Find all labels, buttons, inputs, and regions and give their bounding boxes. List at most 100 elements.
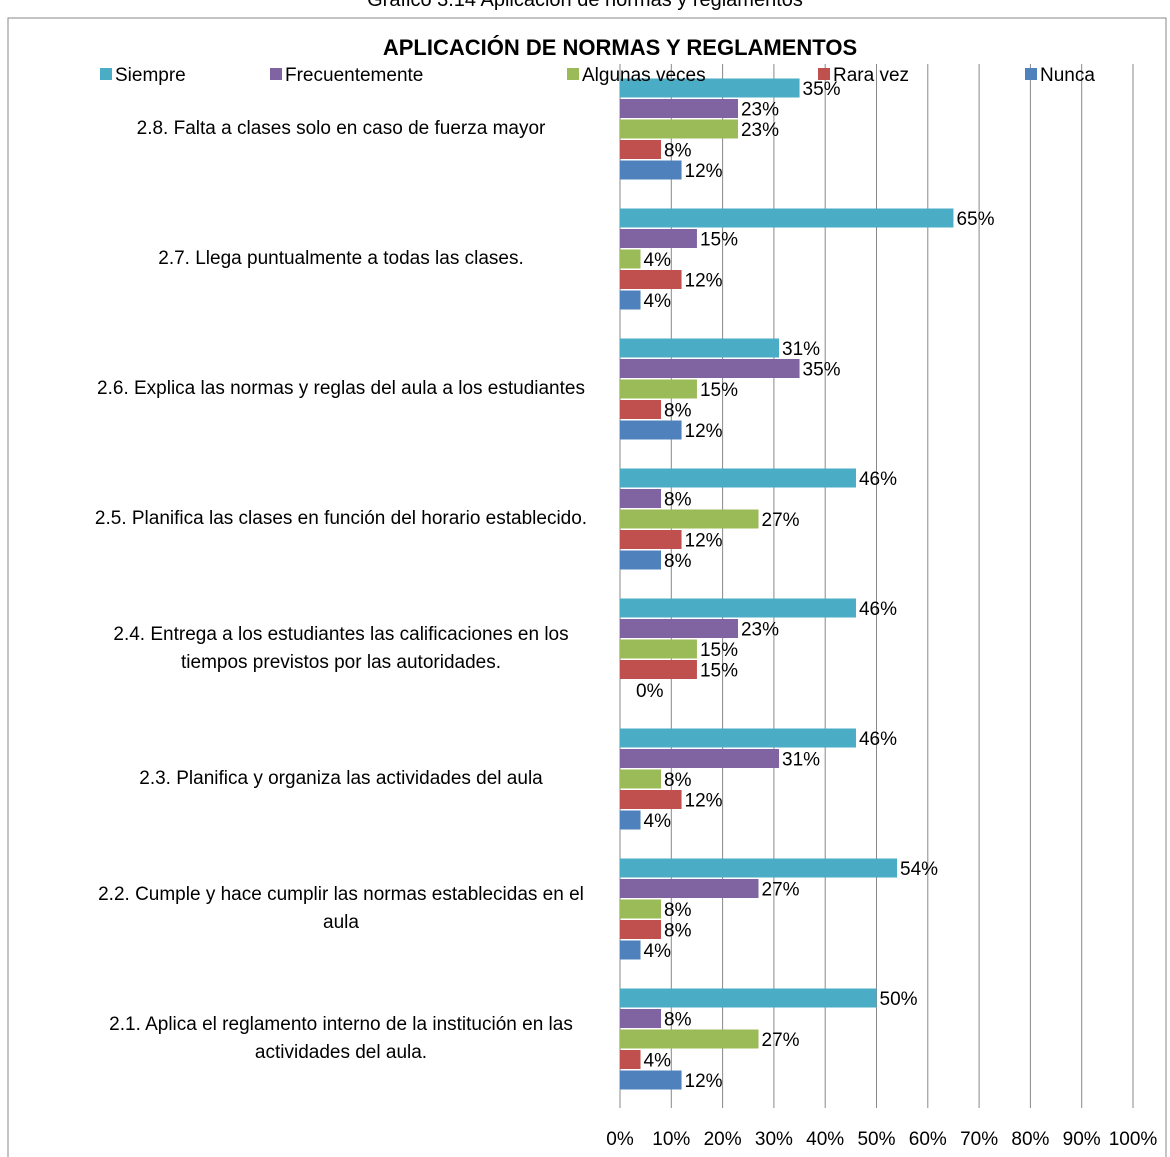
bar: [620, 769, 662, 789]
bar: [620, 1029, 759, 1049]
bar: [620, 338, 780, 358]
value-label: 27%: [762, 510, 800, 531]
value-label: 12%: [685, 1071, 723, 1092]
value-label: 4%: [644, 941, 672, 962]
bar: [620, 208, 954, 228]
legend-label: Frecuentemente: [285, 65, 423, 86]
value-label: 4%: [644, 1051, 672, 1072]
bar: [620, 489, 662, 508]
bar: [620, 728, 856, 748]
value-label: 12%: [685, 271, 723, 292]
category-label: 2.8. Falta a clases solo en caso de fuer…: [136, 118, 546, 139]
value-label: 8%: [664, 1010, 692, 1031]
legend-swatch: [1025, 68, 1037, 80]
legend-swatch: [270, 68, 282, 80]
value-label: 35%: [803, 79, 841, 100]
bar: [620, 988, 877, 1008]
value-label: 54%: [900, 859, 938, 880]
x-tick-label: 100%: [1109, 1129, 1158, 1150]
bar: [620, 598, 856, 618]
bar: [620, 1050, 641, 1069]
bar: [620, 160, 682, 180]
value-label: 35%: [803, 360, 841, 381]
x-tick-label: 50%: [857, 1129, 895, 1150]
category-label: 2.4. Entrega a los estudiantes las calif…: [113, 624, 569, 673]
value-label: 8%: [664, 551, 692, 572]
value-label: 15%: [700, 661, 738, 682]
x-tick-label: 70%: [960, 1129, 998, 1150]
category-label: 2.6. Explica las normas y reglas del aul…: [97, 378, 585, 399]
legend-label: Siempre: [115, 65, 186, 86]
value-label: 8%: [664, 921, 692, 942]
value-label: 31%: [782, 339, 820, 360]
value-label: 12%: [685, 421, 723, 442]
bar: [620, 400, 662, 419]
bar: [620, 639, 697, 659]
value-label: 15%: [700, 230, 738, 251]
bar: [620, 899, 662, 919]
category-label: 2.7. Llega puntualmente a todas las clas…: [158, 248, 524, 269]
value-label: 65%: [956, 209, 994, 230]
bar: [620, 359, 800, 378]
value-label: 31%: [782, 750, 820, 771]
category-label: 2.5. Planifica las clases en función del…: [94, 508, 588, 529]
bar: [620, 940, 641, 960]
value-label: 8%: [664, 490, 692, 511]
bar: [620, 468, 856, 488]
value-label: 15%: [700, 640, 738, 661]
x-tick-label: 20%: [704, 1129, 742, 1150]
legend-swatch: [818, 68, 830, 80]
category-label: 2.3. Planifica y organiza las actividade…: [139, 768, 543, 789]
bar: [620, 920, 662, 939]
value-label: 50%: [880, 989, 918, 1010]
x-tick-label: 0%: [606, 1129, 634, 1150]
caption: Gráfico 3.14 Aplicación de normas y regl…: [367, 0, 803, 11]
bar: [620, 858, 898, 878]
value-label: 46%: [859, 729, 897, 750]
category-label: 2.2. Cumple y hace cumplir las normas es…: [98, 884, 584, 933]
bar: [620, 229, 697, 248]
bar: [620, 1070, 682, 1090]
value-label: 0%: [636, 681, 664, 702]
value-label: 8%: [664, 900, 692, 921]
bar: [620, 749, 780, 768]
value-label: 23%: [741, 120, 779, 141]
bar: [620, 379, 697, 399]
bar: [620, 879, 759, 898]
bar: [620, 810, 641, 830]
value-label: 12%: [685, 791, 723, 812]
value-label: 27%: [762, 880, 800, 901]
bar: [620, 290, 641, 310]
bar: [620, 420, 682, 440]
bar: [620, 78, 800, 98]
bar: [620, 619, 738, 638]
bar: [620, 790, 682, 809]
value-label: 46%: [859, 469, 897, 490]
x-tick-label: 40%: [806, 1129, 844, 1150]
value-label: 8%: [664, 141, 692, 162]
x-tick-label: 10%: [652, 1129, 690, 1150]
bar: [620, 99, 738, 118]
chart-border: [7, 17, 1167, 1157]
value-label: 4%: [644, 291, 672, 312]
legend-label: Rara vez: [833, 65, 909, 86]
legend-label: Nunca: [1040, 65, 1095, 86]
value-label: 46%: [859, 599, 897, 620]
bar: [620, 119, 738, 139]
value-label: 27%: [762, 1030, 800, 1051]
x-tick-label: 90%: [1063, 1129, 1101, 1150]
bar: [620, 249, 641, 269]
legend-swatch: [100, 68, 112, 80]
value-label: 4%: [644, 250, 672, 271]
x-tick-label: 30%: [755, 1129, 793, 1150]
bar: [620, 530, 682, 549]
value-label: 8%: [664, 401, 692, 422]
value-label: 12%: [685, 531, 723, 552]
bar: [620, 660, 697, 679]
category-label: 2.1. Aplica el reglamento interno de la …: [109, 1014, 573, 1063]
bar: [620, 509, 759, 529]
bar: [620, 270, 682, 289]
bar: [620, 550, 662, 570]
